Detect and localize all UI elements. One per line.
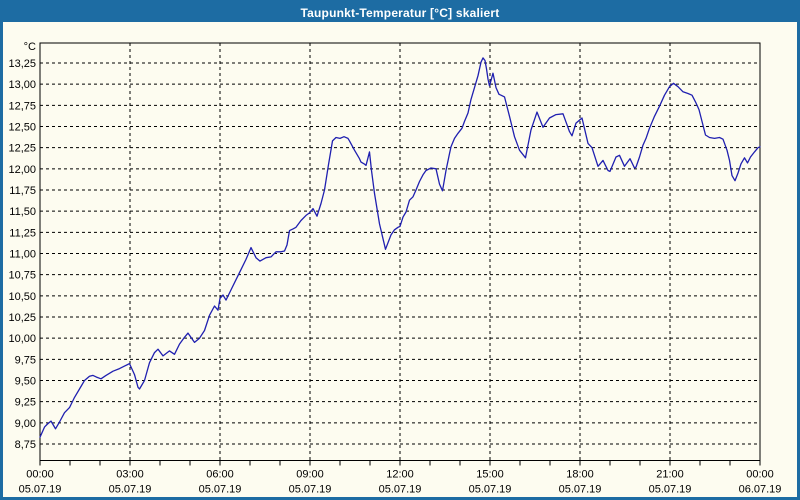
y-tick-label: 9,25 — [15, 397, 36, 409]
temperature-line — [39, 57, 761, 438]
y-tick-label: 10,00 — [8, 333, 36, 345]
x-tick-time-label: 00:00 — [746, 469, 774, 481]
y-tick-label: 9,50 — [15, 376, 36, 388]
x-tick-date-label: 05.07.19 — [109, 484, 152, 496]
y-tick-label: 12,50 — [8, 122, 36, 134]
x-tick-date-label: 05.07.19 — [199, 484, 242, 496]
x-tick-time-label: 12:00 — [386, 469, 414, 481]
y-tick-label: 11,00 — [9, 249, 36, 261]
x-tick-date-label: 05.07.19 — [559, 484, 602, 496]
y-tick-label: 10,25 — [8, 312, 36, 324]
x-tick-time-label: 21:00 — [656, 469, 684, 481]
y-tick-label: 10,75 — [8, 270, 36, 282]
title-bar: Taupunkt-Temperatur [°C] skaliert — [3, 3, 797, 22]
y-tick-label: 11,75 — [9, 185, 36, 197]
chart-title: Taupunkt-Temperatur [°C] skaliert — [300, 5, 500, 20]
y-tick-label: 12,75 — [8, 100, 36, 112]
y-tick-label: 13,00 — [8, 79, 36, 91]
y-axis-unit-label: °C — [24, 41, 36, 53]
x-tick-date-label: 05.07.19 — [19, 484, 62, 496]
y-tick-label: 9,00 — [15, 418, 36, 430]
x-tick-time-label: 15:00 — [476, 469, 504, 481]
y-tick-label: 13,25 — [8, 58, 36, 70]
y-tick-label: 11,50 — [9, 206, 36, 218]
y-tick-label: 10,50 — [8, 291, 36, 303]
y-tick-label: 11,25 — [9, 227, 36, 239]
x-tick-time-label: 03:00 — [116, 469, 144, 481]
x-tick-date-label: 05.07.19 — [469, 484, 512, 496]
x-tick-date-label: 06.07.19 — [739, 484, 782, 496]
chart-area: 8,75 9,00 9,25 9,50 9,75 10,00 10,25 10,50 10,75… — [3, 22, 797, 497]
x-tick-time-label: 00:00 — [26, 469, 54, 481]
x-tick-time-label: 09:00 — [296, 469, 324, 481]
x-tick-date-label: 05.07.19 — [379, 484, 422, 496]
y-tick-label: 12,25 — [8, 143, 36, 155]
y-tick-label: 12,00 — [8, 164, 36, 176]
x-tick-time-label: 06:00 — [206, 469, 234, 481]
x-tick-date-label: 05.07.19 — [289, 484, 332, 496]
x-tick-time-label: 18:00 — [566, 469, 594, 481]
x-tick-date-label: 05.07.19 — [649, 484, 692, 496]
y-tick-label: 9,75 — [15, 354, 36, 366]
plot-svg: 8,75 9,00 9,25 9,50 9,75 10,00 10,25 10,50 10,75… — [8, 41, 782, 496]
y-tick-label: 8,75 — [15, 439, 36, 451]
